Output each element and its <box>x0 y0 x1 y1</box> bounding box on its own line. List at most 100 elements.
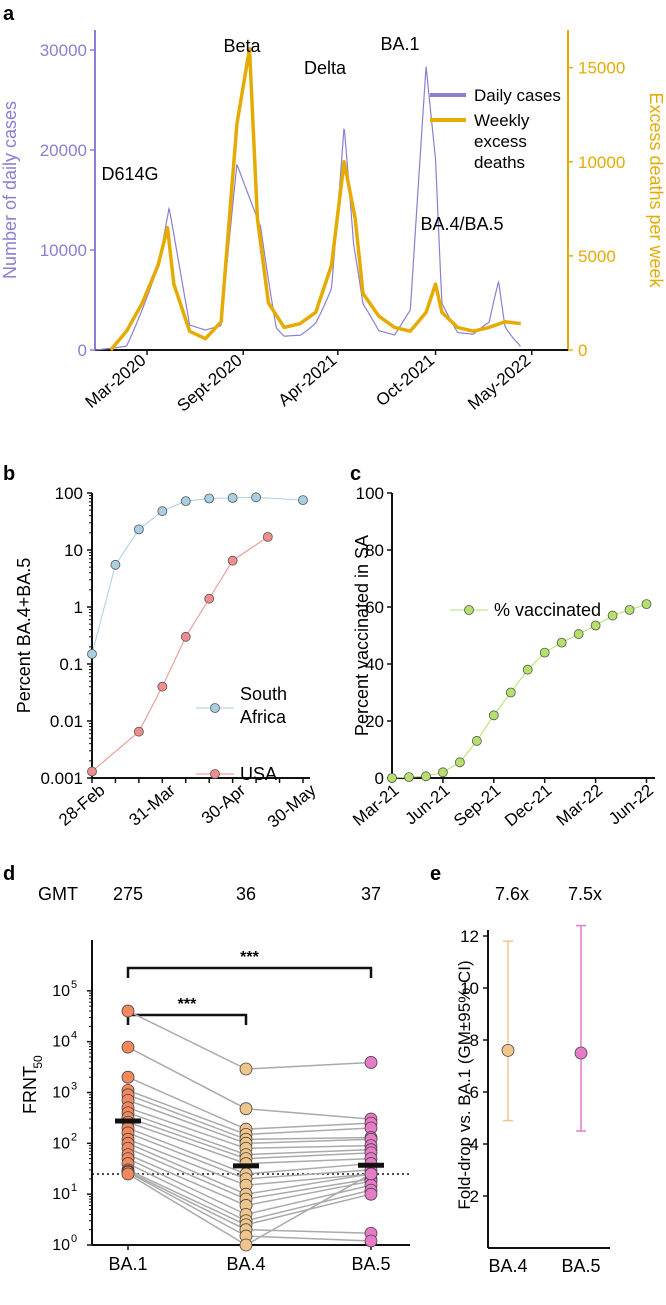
x-tick-label: Dec-21 <box>501 781 555 831</box>
data-point <box>454 757 465 768</box>
data-point <box>157 506 168 517</box>
data-point <box>87 766 97 777</box>
x-tick-label: May-2022 <box>464 351 534 414</box>
annotation-label: Beta <box>223 36 261 56</box>
legend-label-excess-deaths-2: excess <box>474 132 527 151</box>
panel-label-d: d <box>3 863 15 885</box>
data-point <box>505 687 516 698</box>
legend-marker <box>464 605 474 615</box>
y-tick-power: 3 <box>71 1081 77 1093</box>
data-point <box>180 631 191 642</box>
y-tick-label: 4 <box>470 1135 479 1154</box>
y-axis-label: Percent vaccinated in SA <box>352 535 372 736</box>
data-point <box>204 593 215 604</box>
value-label: 7.5x <box>568 884 602 904</box>
data-point <box>227 555 238 566</box>
y-tick-label: 0.001 <box>40 769 83 788</box>
y-tick-label: 0.1 <box>59 655 83 674</box>
data-point <box>364 1187 378 1201</box>
y-axis-label: Fold-drop vs. BA.1 (GM±95% CI) <box>455 960 474 1209</box>
excess-deaths-line <box>109 47 521 352</box>
left-tick-label: 0 <box>78 341 87 360</box>
y-tick-label: 10 <box>64 541 83 560</box>
series-line <box>391 603 647 779</box>
data-point <box>239 1238 253 1252</box>
data-point <box>110 559 121 570</box>
panel-label-c: c <box>350 463 361 485</box>
data-point <box>364 1167 378 1181</box>
legend-label: % vaccinated <box>494 600 601 620</box>
y-tick-base: 10 <box>52 1034 70 1051</box>
y-axis-label-left: Number of daily cases <box>0 101 20 279</box>
data-point <box>121 1167 135 1181</box>
x-tick-label: BA.4 <box>488 1256 527 1276</box>
legend-label-sa-2: Africa <box>240 707 287 727</box>
significance-label: *** <box>240 949 259 966</box>
y-tick-label: 100 <box>356 484 384 503</box>
x-tick-label: Sep-21 <box>450 781 504 831</box>
data-point <box>262 531 273 542</box>
gmt-value: 275 <box>113 884 143 904</box>
annotation-label: BA.4/BA.5 <box>420 214 503 234</box>
y-tick-label: 8 <box>470 1031 479 1050</box>
data-point <box>204 493 215 504</box>
y-tick-label: 40 <box>365 655 384 674</box>
data-point <box>522 664 533 675</box>
y-tick-base: 10 <box>52 1085 70 1102</box>
legend-marker-sa <box>210 703 220 713</box>
gmt-value: 37 <box>361 884 381 904</box>
data-point <box>364 1056 378 1069</box>
data-point <box>298 495 308 506</box>
y-tick-base: 10 <box>52 983 70 1000</box>
left-tick-label: 30000 <box>40 41 87 60</box>
x-tick-label: Mar-2020 <box>82 351 150 412</box>
y-tick-base: 10 <box>52 1186 70 1203</box>
data-point <box>607 610 618 621</box>
series-line <box>91 496 303 655</box>
data-point <box>438 767 448 778</box>
y-tick-label: 2 <box>470 1187 479 1206</box>
data-point <box>87 649 97 659</box>
x-tick-label: BA.1 <box>108 1254 147 1274</box>
data-point <box>421 771 431 782</box>
y-tick-label: 0.01 <box>50 712 83 731</box>
data-point <box>590 620 601 631</box>
y-tick-label: 20 <box>365 712 384 731</box>
data-point <box>133 726 144 737</box>
x-tick-label: BA.4 <box>226 1254 265 1274</box>
y-axis-label: FRNT <box>20 1066 40 1114</box>
y-tick-power: 2 <box>71 1131 77 1143</box>
annotation-label: BA.1 <box>380 34 419 54</box>
legend-marker-usa <box>210 769 220 779</box>
left-tick-label: 10000 <box>40 241 87 260</box>
data-point <box>573 629 584 639</box>
daily-cases-line <box>94 66 521 351</box>
x-tick-label: Apr-2021 <box>275 351 341 411</box>
data-point <box>404 772 414 783</box>
panel-label-e: e <box>430 863 441 885</box>
data-point <box>641 599 652 610</box>
data-point <box>488 710 499 721</box>
data-point <box>121 1070 135 1084</box>
y-tick-power: 4 <box>71 1030 77 1042</box>
y-tick-label: 0 <box>375 769 384 788</box>
data-point <box>239 1102 253 1116</box>
y-tick-label: 100 <box>55 484 83 503</box>
y-axis-label: Percent BA.4+BA.5 <box>14 558 34 714</box>
data-point <box>556 637 567 648</box>
x-tick-label: Jun-21 <box>401 781 453 829</box>
data-point <box>227 493 238 503</box>
data-point <box>574 1046 588 1060</box>
x-tick-label: 30-May <box>264 780 320 831</box>
data-point <box>239 1062 253 1076</box>
data-point <box>624 604 635 615</box>
data-point <box>387 773 397 783</box>
paired-line <box>127 1010 372 1070</box>
data-point <box>364 1234 378 1248</box>
y-tick-base: 10 <box>52 1135 70 1152</box>
y-axis-label-right: Excess deaths per week <box>646 92 666 288</box>
value-label: 7.6x <box>495 884 529 904</box>
